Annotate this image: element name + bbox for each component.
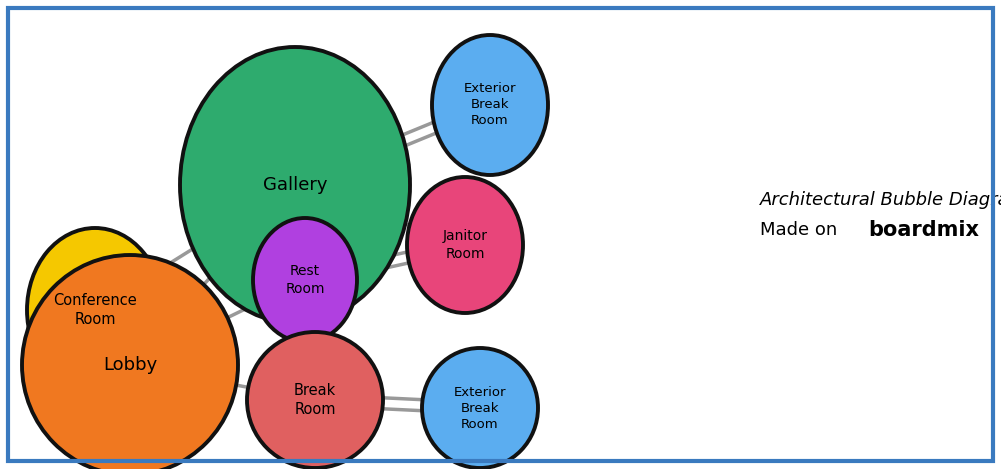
Ellipse shape xyxy=(253,218,357,342)
Ellipse shape xyxy=(180,47,410,323)
Text: Exterior
Break
Room: Exterior Break Room xyxy=(463,83,517,128)
Text: Architectural Bubble Diagram: Architectural Bubble Diagram xyxy=(760,191,1001,209)
Text: Janitor
Room: Janitor Room xyxy=(442,229,487,261)
Ellipse shape xyxy=(247,332,383,468)
Text: boardmix: boardmix xyxy=(868,220,979,240)
Text: Lobby: Lobby xyxy=(103,356,157,374)
Text: Exterior
Break
Room: Exterior Break Room xyxy=(453,386,507,431)
Text: Gallery: Gallery xyxy=(262,176,327,194)
Ellipse shape xyxy=(27,228,163,392)
Ellipse shape xyxy=(22,255,238,469)
Text: Rest
Room: Rest Room xyxy=(285,265,324,295)
Ellipse shape xyxy=(432,35,548,175)
Ellipse shape xyxy=(407,177,523,313)
Ellipse shape xyxy=(422,348,538,468)
Text: Conference
Room: Conference Room xyxy=(53,293,137,327)
Text: Break
Room: Break Room xyxy=(294,383,336,417)
Text: Made on: Made on xyxy=(760,221,849,239)
